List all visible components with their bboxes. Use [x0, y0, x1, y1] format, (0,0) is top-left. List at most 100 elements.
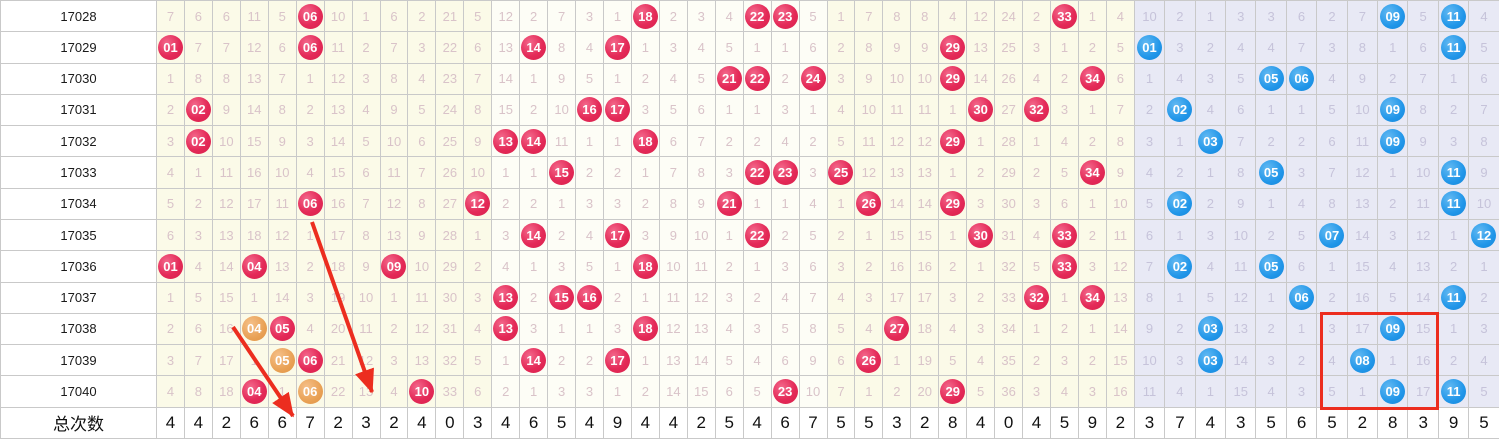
miss-count-cell: 4	[1377, 250, 1409, 283]
miss-count-cell: 2	[1255, 218, 1287, 252]
miss-count-cell: 10	[798, 375, 828, 408]
miss-count-cell: 11	[323, 31, 353, 64]
miss-count-cell: 1	[770, 31, 800, 64]
drawn-ball-cell: 14	[519, 31, 549, 64]
total-count-cell: 2	[910, 406, 940, 439]
miss-count-cell: 1	[1285, 312, 1318, 346]
total-count-cell: 9	[1437, 406, 1470, 439]
miss-count-cell: 3	[1194, 218, 1227, 252]
miss-count-cell: 3	[575, 0, 604, 33]
miss-count-cell: 1	[1077, 187, 1107, 220]
miss-count-cell: 3	[826, 250, 856, 283]
miss-count-cell: 8	[910, 0, 940, 33]
miss-count-cell: 10	[323, 0, 353, 33]
miss-count-cell: 5	[1316, 93, 1348, 127]
drawn-ball-cell: 05	[267, 344, 297, 377]
drawn-ball-cell: 11	[1437, 375, 1470, 408]
miss-count-cell: 6	[211, 0, 241, 33]
miss-count-cell: 10	[1133, 0, 1166, 33]
miss-count-cell: 8	[407, 187, 437, 220]
miss-count-cell: 15	[491, 93, 521, 127]
miss-count-cell: 16	[910, 250, 940, 283]
miss-count-cell: 5	[1285, 218, 1318, 252]
drawn-ball-cell: 29	[938, 62, 968, 95]
miss-count-cell: 1	[1194, 156, 1227, 189]
miss-count-cell: 2	[1285, 344, 1318, 377]
period-label: 17029	[0, 31, 157, 64]
miss-count-cell: 2	[1133, 93, 1166, 127]
miss-count-cell: 6	[1285, 250, 1318, 283]
miss-count-cell: 2	[770, 218, 800, 252]
total-count-cell: 7	[1164, 406, 1196, 439]
miss-count-cell: 11	[882, 93, 912, 127]
miss-count-cell: 10	[463, 156, 493, 189]
drawn-ball-cell: 09	[1377, 312, 1409, 346]
miss-count-cell: 11	[1407, 187, 1439, 220]
red-ball: 15	[549, 160, 575, 186]
drawn-ball-cell: 15	[547, 281, 577, 314]
miss-count-cell: 13	[267, 250, 297, 283]
miss-count-cell: 2	[1164, 0, 1196, 33]
miss-count-cell: 1	[1164, 281, 1196, 314]
drawn-ball-cell: 30	[966, 93, 996, 127]
total-count-cell: 5	[547, 406, 577, 439]
miss-count-cell: 2	[295, 93, 325, 127]
miss-count-cell: 14	[491, 62, 521, 95]
total-count-cell: 2	[1346, 406, 1379, 439]
drawn-ball-cell: 14	[519, 218, 549, 252]
miss-count-cell: 4	[826, 281, 856, 314]
red-ball: 32	[1024, 285, 1050, 311]
drawn-ball-cell: 30	[966, 218, 996, 252]
drawn-ball-cell: 12	[463, 187, 493, 220]
miss-count-cell: 3	[1164, 31, 1196, 64]
miss-count-cell: 34	[994, 312, 1024, 346]
drawn-ball-cell: 29	[938, 125, 968, 158]
miss-count-cell: 15	[1105, 344, 1135, 377]
total-count-cell: 4	[966, 406, 996, 439]
drawn-ball-cell: 11	[1437, 0, 1470, 33]
miss-count-cell: 9	[854, 62, 884, 95]
miss-count-cell: 2	[854, 250, 884, 283]
miss-count-cell: 4	[714, 0, 744, 33]
miss-count-cell: 12	[882, 125, 912, 158]
totals-label: 总次数	[0, 406, 157, 439]
drawn-ball-cell: 17	[603, 344, 632, 377]
miss-count-cell: 12	[323, 62, 353, 95]
miss-count-cell: 7	[1285, 31, 1318, 64]
miss-count-cell: 5	[351, 125, 381, 158]
period-label: 17032	[0, 125, 157, 158]
miss-count-cell: 13	[211, 218, 241, 252]
miss-count-cell: 4	[854, 312, 884, 346]
total-count-cell: 2	[379, 406, 409, 439]
miss-count-cell: 4	[826, 93, 856, 127]
miss-count-cell: 2	[1255, 125, 1287, 158]
miss-count-cell: 5	[575, 62, 604, 95]
red-ball: 24	[800, 66, 826, 92]
miss-count-cell: 1	[1377, 344, 1409, 377]
miss-count-cell: 1	[603, 62, 632, 95]
miss-count-cell: 1	[854, 375, 884, 408]
miss-count-cell: 6	[463, 31, 493, 64]
miss-count-cell: 4	[1164, 62, 1196, 95]
miss-count-cell: 2	[630, 375, 660, 408]
miss-count-cell: 10	[910, 62, 940, 95]
total-count-cell: 0	[994, 406, 1024, 439]
miss-count-cell: 4	[1194, 93, 1227, 127]
miss-count-cell: 9	[211, 93, 241, 127]
miss-count-cell: 5	[798, 218, 828, 252]
miss-count-cell: 8	[882, 0, 912, 33]
miss-count-cell: 7	[1105, 93, 1135, 127]
red-ball: 29	[940, 128, 966, 154]
miss-count-cell: 6	[183, 312, 213, 346]
drawn-ball-cell: 14	[519, 125, 549, 158]
miss-count-cell: 2	[938, 250, 968, 283]
red-ball: 06	[297, 191, 323, 217]
red-ball: 06	[297, 347, 323, 373]
miss-count-cell: 7	[686, 125, 716, 158]
drawn-ball-cell: 15	[547, 156, 577, 189]
miss-count-cell: 1	[183, 156, 213, 189]
miss-count-cell: 4	[379, 375, 409, 408]
miss-count-cell: 3	[686, 0, 716, 33]
miss-count-cell: 4	[938, 312, 968, 346]
miss-count-cell: 14	[686, 344, 716, 377]
